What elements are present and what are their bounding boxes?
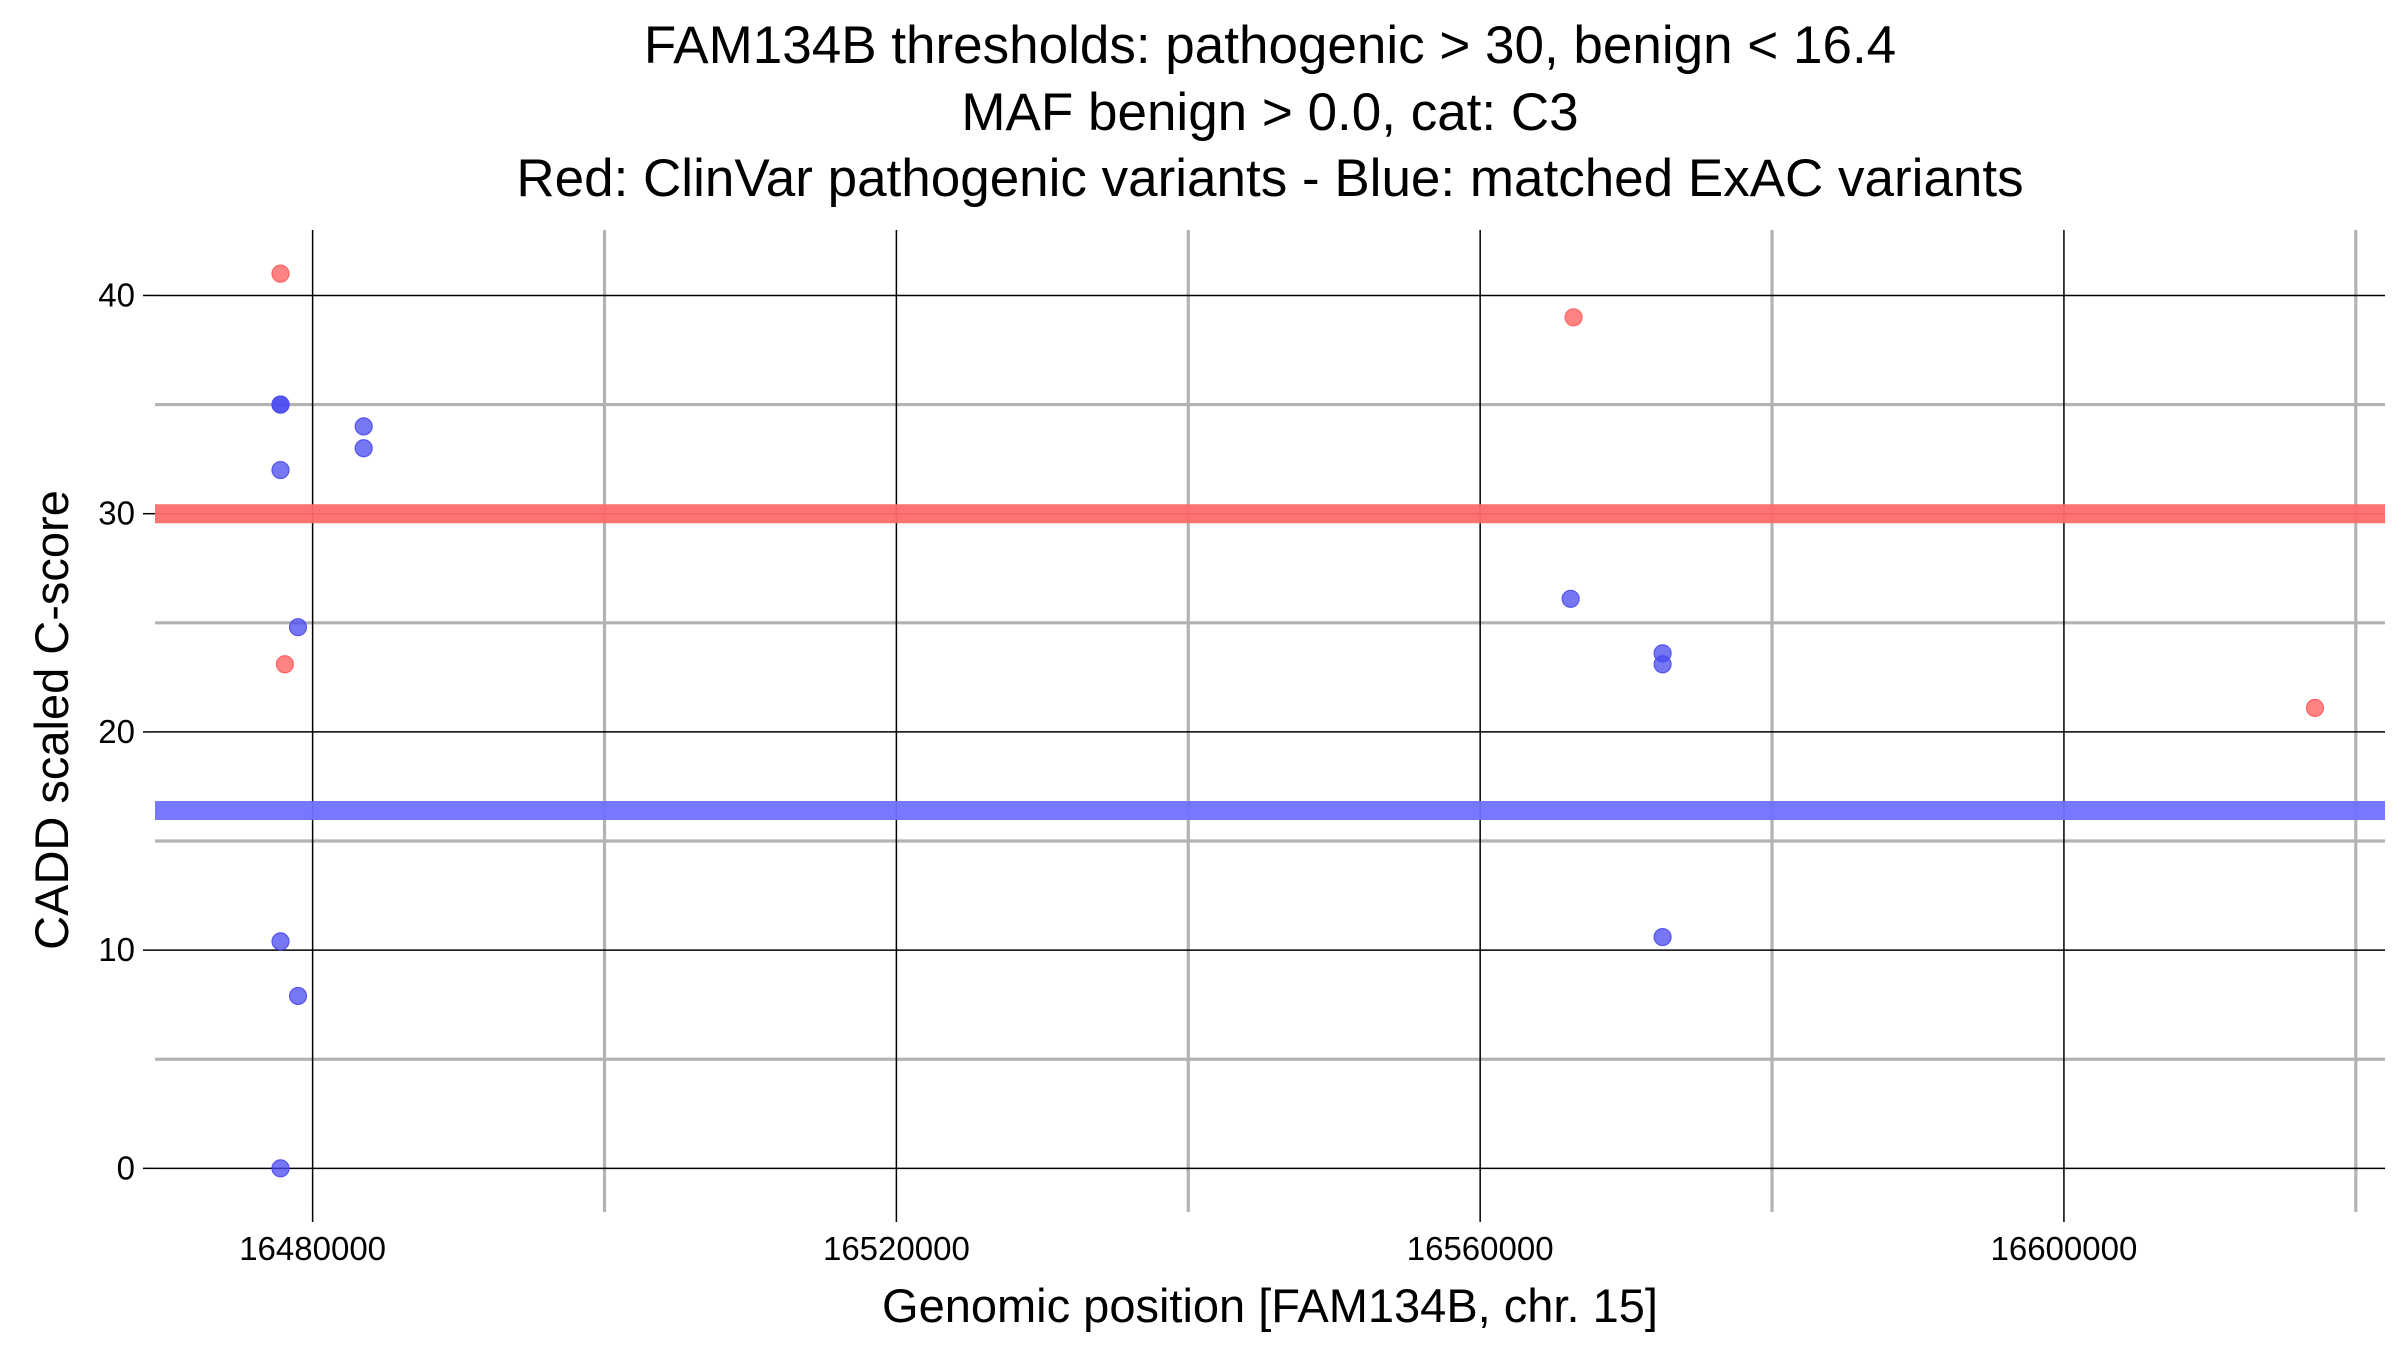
- chart-title-line-1: FAM134B thresholds: pathogenic > 30, ben…: [644, 16, 1896, 75]
- y-axis-label: CADD scaled C-score: [25, 490, 78, 950]
- exac-variant-point: [288, 986, 308, 1006]
- major-gridlines: [155, 230, 2385, 1212]
- exac-variant-point: [271, 932, 290, 951]
- x-axis-ticks: 16480000 16520000 16560000 16600000: [239, 1212, 2137, 1267]
- clinvar-pathogenic-point: [1564, 308, 1583, 327]
- threshold-lines: [155, 504, 2385, 820]
- chart-title: FAM134B thresholds: pathogenic > 30, ben…: [516, 16, 2023, 208]
- y-tick-label: 40: [98, 276, 135, 313]
- x-tick-label: 16480000: [239, 1230, 386, 1267]
- data-points: [271, 264, 2325, 1178]
- exac-variant-point: [288, 618, 308, 637]
- x-tick-label: 16520000: [823, 1230, 970, 1267]
- exac-variant-point: [354, 439, 373, 458]
- y-tick-label: 0: [117, 1149, 135, 1186]
- x-tick-label: 16560000: [1407, 1230, 1554, 1267]
- y-tick-label: 30: [98, 495, 135, 532]
- x-axis-label: Genomic position [FAM134B, chr. 15]: [882, 1279, 1658, 1332]
- y-tick-label: 20: [98, 713, 135, 750]
- chart-title-line-2: MAF benign > 0.0, cat: C3: [961, 83, 1578, 142]
- exac-variant-point: [354, 417, 373, 436]
- clinvar-pathogenic-point: [2305, 698, 2325, 718]
- exac-variant-point: [1561, 589, 1580, 608]
- y-axis-ticks: 0 10 20 30 40: [98, 276, 155, 1186]
- exac-variant-point: [271, 1159, 290, 1178]
- exac-variant-point: [1653, 927, 1672, 947]
- clinvar-pathogenic-point: [275, 655, 294, 674]
- y-tick-label: 10: [98, 931, 135, 968]
- exac-variant-point: [1653, 655, 1672, 674]
- x-tick-label: 16600000: [1991, 1230, 2138, 1267]
- exac-variant-point: [271, 460, 290, 480]
- exac-variant-point: [271, 395, 290, 414]
- chart-title-line-3: Red: ClinVar pathogenic variants - Blue:…: [516, 149, 2023, 208]
- minor-gridlines: [155, 230, 2385, 1212]
- clinvar-pathogenic-point: [271, 264, 290, 283]
